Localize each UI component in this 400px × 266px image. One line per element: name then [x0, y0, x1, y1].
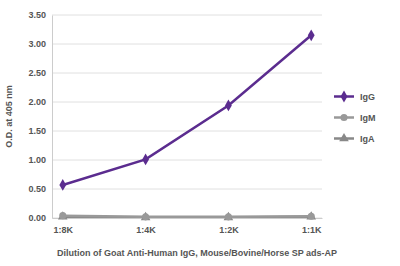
y-tick-label: 3.00: [28, 39, 46, 49]
grid-line: [52, 160, 322, 161]
series-line: [63, 216, 311, 218]
x-axis: 1:8K 1:4K 1:2K 1:1K: [53, 218, 323, 235]
series-marker: [306, 211, 316, 219]
y-tick: 3.50: [28, 10, 52, 20]
legend: IgG IgM IgA: [334, 91, 376, 144]
legend-label: IgM: [360, 113, 376, 123]
legend-marker: [340, 114, 347, 121]
y-tick-label: 1.00: [28, 155, 46, 165]
x-tick-label: 1:8K: [54, 225, 74, 235]
grid-line: [52, 73, 322, 74]
y-axis-title: O.D. at 405 nm: [4, 85, 14, 148]
series-marker: [58, 211, 68, 219]
series-marker: [224, 212, 234, 220]
y-tick: 3.00: [28, 39, 52, 49]
y-tick: 0.50: [28, 184, 52, 194]
x-tick: 1:4K: [136, 218, 156, 235]
series-marker: [308, 213, 315, 220]
legend-marker: [339, 133, 349, 141]
x-tick: 1:2K: [219, 218, 239, 235]
grid: [52, 15, 322, 218]
y-tick-label: 0.00: [28, 213, 46, 223]
legend-item: IgG: [334, 91, 375, 103]
legend-item: IgM: [334, 113, 376, 123]
y-tick: 2.00: [28, 97, 52, 107]
legend-label: IgG: [360, 92, 375, 102]
grid-line: [52, 44, 322, 45]
series-marker: [142, 213, 149, 220]
series-marker: [225, 213, 232, 220]
series-marker: [59, 212, 66, 219]
lines: [63, 35, 311, 217]
x-axis-line: [53, 218, 323, 219]
y-tick-label: 1.50: [28, 126, 46, 136]
grid-line: [52, 102, 322, 103]
y-tick-label: 2.00: [28, 97, 46, 107]
series-marker: [225, 100, 232, 112]
y-axis: 0.00 0.50 1.00 1.50 2.00 2.50 3.00 3.50: [28, 10, 52, 223]
series-line: [63, 35, 311, 185]
y-tick-label: 2.50: [28, 68, 46, 78]
y-tick: 1.50: [28, 126, 52, 136]
y-tick: 0.00: [28, 213, 52, 223]
legend-marker: [341, 91, 348, 103]
x-axis-title: Dilution of Goat Anti-Human IgG, Mouse/B…: [57, 248, 337, 258]
x-tick-label: 1:1K: [302, 225, 322, 235]
plot: 0.00 0.50 1.00 1.50 2.00 2.50 3.00 3.50 1:8K 1:4K…: [28, 10, 322, 235]
y-tick-label: 3.50: [28, 10, 46, 20]
legend-item: IgA: [334, 133, 375, 144]
markers: [58, 29, 316, 220]
series-line: [63, 216, 311, 217]
series-marker: [141, 212, 151, 220]
y-tick: 2.50: [28, 68, 52, 78]
x-tick-label: 1:2K: [219, 225, 239, 235]
series-marker: [142, 154, 149, 166]
legend-label: IgA: [360, 134, 375, 144]
y-tick-label: 0.50: [28, 184, 46, 194]
chart: 0.00 0.50 1.00 1.50 2.00 2.50 3.00 3.50 1:8K 1:4K…: [0, 0, 400, 266]
x-tick: 1:1K: [302, 218, 322, 235]
y-tick: 1.00: [28, 155, 52, 165]
y-axis-line: [52, 16, 53, 219]
x-tick-label: 1:4K: [136, 225, 156, 235]
series-marker: [59, 179, 66, 191]
grid-line: [52, 15, 322, 16]
x-tick: 1:8K: [54, 218, 74, 235]
grid-line: [52, 189, 322, 190]
series-marker: [308, 29, 315, 41]
